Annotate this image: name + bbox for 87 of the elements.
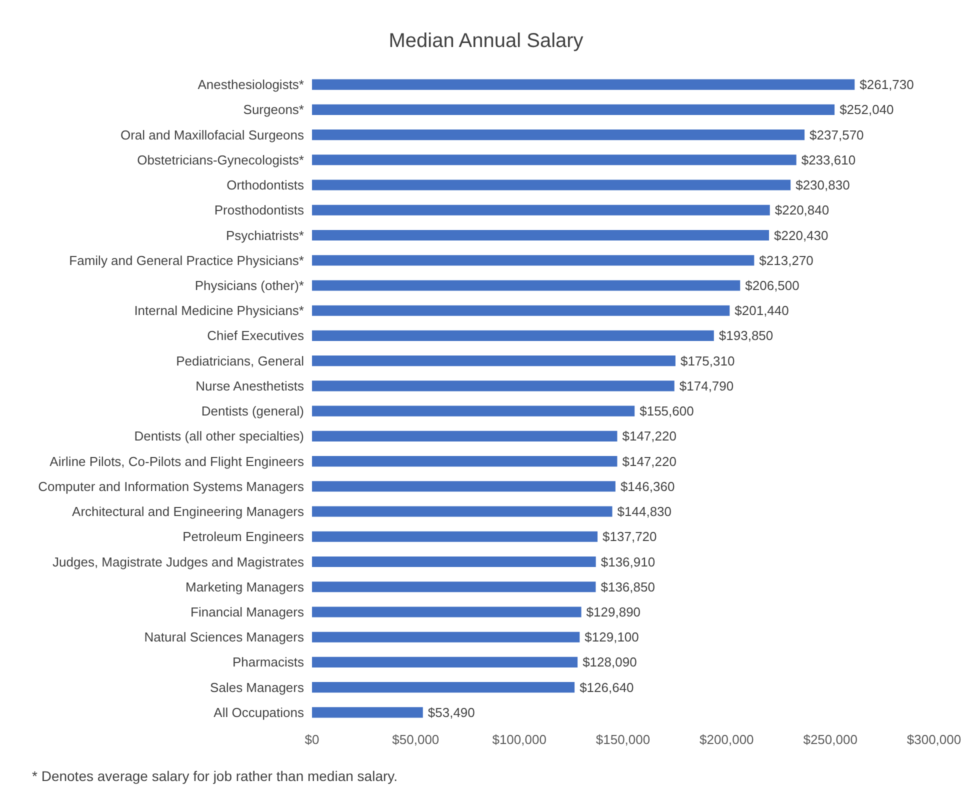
data-label: $252,040 (840, 102, 894, 118)
y-tick-label: Physicians (other)* (194, 278, 304, 293)
bar (312, 406, 635, 416)
data-label: $220,840 (774, 202, 830, 218)
data-label: $201,440 (734, 303, 789, 318)
y-tick-label: Obstetricians-Gynecologists* (137, 152, 304, 168)
data-label: $175,310 (680, 353, 735, 368)
data-label: $146,360 (620, 478, 675, 494)
y-tick-label: All Occupations (214, 704, 304, 720)
y-tick-label: Pediatricians, General (176, 353, 304, 368)
bar (312, 531, 598, 542)
y-tick-label: Family and General Practice Physicians* (69, 252, 304, 268)
bar (312, 430, 618, 442)
bar (312, 456, 618, 467)
bar (312, 280, 740, 291)
y-tick-label: Marketing Managers (186, 579, 304, 594)
bar (312, 230, 770, 241)
y-tick-label: Pharmacists (232, 654, 304, 670)
x-tick-label: $250,000 (803, 732, 858, 747)
x-tick-label: $150,000 (596, 732, 650, 747)
y-tick-label: Nurse Anesthetists (196, 378, 304, 394)
data-label: $206,500 (745, 278, 800, 293)
bar (312, 606, 582, 618)
data-label: $136,910 (600, 554, 656, 570)
bar (312, 255, 754, 266)
y-tick-label: Sales Managers (210, 680, 304, 695)
bar (312, 556, 596, 568)
x-tick-label: $50,000 (392, 732, 440, 747)
bar (312, 79, 855, 90)
data-label: $129,890 (586, 604, 641, 620)
data-label: $136,850 (600, 579, 655, 594)
x-tick-label: $200,000 (700, 732, 754, 747)
y-tick-label: Computer and Information Systems Managers (38, 478, 304, 494)
data-label: $129,100 (584, 630, 639, 645)
bar (312, 204, 770, 216)
data-label: $237,570 (810, 127, 864, 142)
y-tick-label: Surgeons* (243, 102, 304, 118)
y-tick-label: Dentists (all other specialties) (134, 428, 304, 444)
data-label: $147,220 (622, 454, 676, 469)
bar (312, 154, 796, 166)
y-tick-label: Prosthodontists (214, 202, 304, 218)
data-label: $174,790 (679, 378, 734, 394)
y-tick-label: Internal Medicine Physicians* (134, 303, 304, 318)
bar (312, 682, 575, 693)
data-label: $230,830 (796, 178, 850, 193)
y-tick-label: Chief Executives (207, 328, 304, 344)
bar (312, 707, 423, 718)
text: * Denotes average salary for job rather than median salary. (32, 768, 398, 784)
x-tick-label: $0 (304, 732, 320, 747)
y-tick-label: Orthodontists (226, 178, 304, 193)
y-tick-label: Oral and Maxillofacial Surgeons (120, 127, 304, 142)
x-tick-label: $100,000 (492, 732, 546, 747)
bar (312, 104, 835, 115)
bar (312, 656, 578, 668)
bar (312, 130, 805, 140)
data-label: $137,720 (602, 529, 657, 544)
y-tick-label: Architectural and Engineering Managers (72, 504, 304, 520)
y-tick-label: Dentists (general) (201, 404, 304, 419)
data-label: $126,640 (580, 680, 634, 695)
data-label: $220,430 (774, 228, 828, 243)
y-tick-label: Petroleum Engineers (182, 529, 304, 544)
y-tick-label: Judges, Magistrate Judges and Magistrates (52, 554, 304, 570)
data-label: $144,830 (617, 504, 672, 520)
y-tick-label: Financial Managers (190, 604, 304, 620)
bar (312, 582, 596, 592)
data-label: $155,600 (640, 404, 694, 419)
bar (312, 506, 612, 517)
x-tick-label: $300,000 (906, 732, 962, 747)
bar (312, 356, 676, 366)
data-label: $233,610 (801, 152, 856, 168)
bar (312, 380, 674, 392)
chart-title: Median Annual Salary (388, 30, 584, 52)
y-tick-label: Airline Pilots, Co-Pilots and Flight Engineers (50, 454, 304, 469)
data-label: $128,090 (582, 654, 637, 670)
y-tick-label: Anesthesiologists* (198, 77, 304, 92)
data-label: $193,850 (718, 328, 774, 344)
data-label: $53,490 (428, 704, 475, 720)
y-tick-label: Psychiatrists* (226, 228, 304, 243)
bar (312, 305, 730, 316)
bar (312, 632, 580, 642)
data-label: $261,730 (860, 77, 914, 92)
bar (312, 330, 714, 341)
bar (312, 180, 791, 190)
data-label: $147,220 (622, 428, 676, 444)
data-label: $213,270 (759, 252, 814, 268)
y-tick-label: Natural Sciences Managers (144, 630, 304, 645)
bar (312, 481, 616, 492)
